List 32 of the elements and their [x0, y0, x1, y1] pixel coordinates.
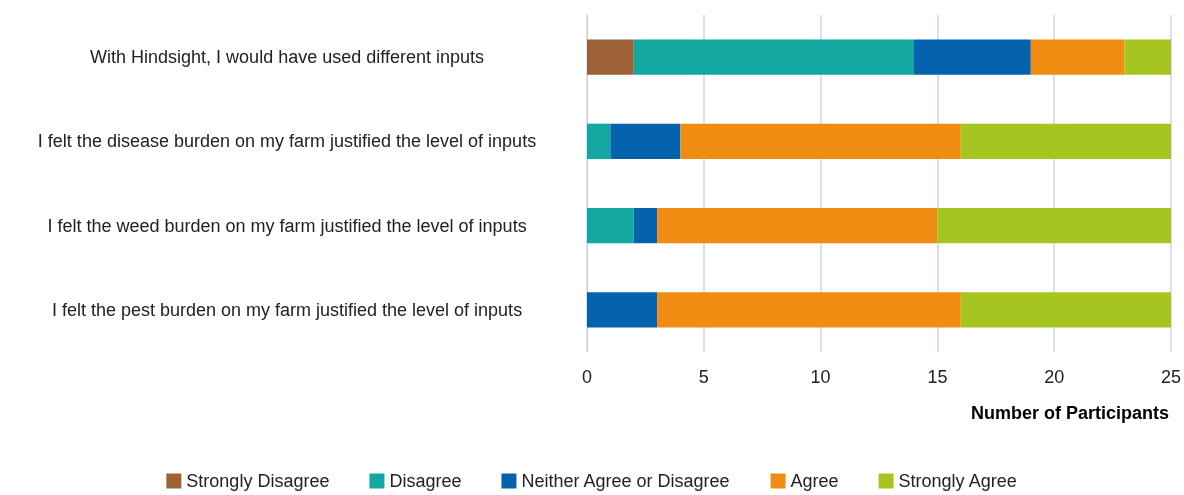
y-tick-label: I felt the pest burden on my farm justified the level of inputs [51, 299, 523, 320]
legend-label: Strongly Agree [898, 471, 1017, 491]
legend-label: Disagree [389, 471, 462, 491]
legend-label: Strongly Disagree [186, 471, 330, 491]
y-tick-label: I felt the weed burden on my farm justified the level of inputs [47, 215, 527, 236]
x-tick-label: 0 [581, 367, 593, 387]
x-tick-label: 5 [698, 367, 709, 387]
legend-label: Agree [790, 471, 839, 491]
bar [657, 292, 961, 328]
bar [680, 123, 961, 160]
x-tick-label: 15 [927, 367, 948, 387]
x-tick-label: 20 [1044, 367, 1065, 387]
x-tick-label: 25 [1160, 367, 1181, 387]
legend-label: Neither Agree or Disagree [521, 471, 730, 491]
bar [587, 292, 658, 328]
x-axis-title: Number of Participants [970, 403, 1169, 423]
bar [657, 207, 938, 244]
bar [960, 292, 1171, 328]
bar [633, 207, 658, 244]
x-tick-label: 10 [810, 367, 831, 387]
bar [610, 123, 681, 160]
y-tick-label: I felt the disease burden on my farm justified the level of inputs [37, 131, 537, 152]
bar [1124, 39, 1171, 75]
bar [914, 39, 1031, 75]
bar [633, 39, 915, 75]
bar [960, 123, 1171, 160]
y-tick-label: With Hindsight, I would have used different inputs [90, 47, 484, 68]
bar [1030, 39, 1125, 75]
bar [587, 207, 634, 244]
bar [937, 207, 1171, 244]
bar [587, 123, 611, 160]
bar [587, 39, 634, 75]
